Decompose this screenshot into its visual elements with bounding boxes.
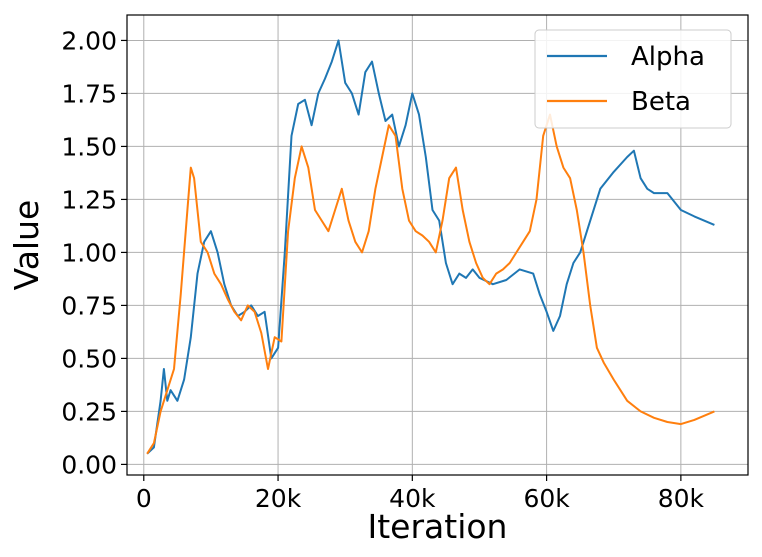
x-tick-label: 40k (389, 484, 436, 513)
y-tick-label: 1.25 (61, 185, 117, 214)
legend-box (534, 29, 732, 129)
x-axis-label: Iteration (368, 507, 508, 546)
y-tick-label: 0.25 (61, 397, 117, 426)
y-tick-label: 0.50 (61, 344, 117, 373)
legend: Alpha Beta (534, 29, 732, 129)
ticks: 0 20k 40k 60k 80k 0.00 0.25 0.50 0.75 1.00 1.25 1.5… (61, 26, 704, 513)
x-tick-label: 20k (255, 484, 302, 513)
y-tick-label: 2.00 (61, 26, 117, 55)
x-tick-label: 60k (523, 484, 570, 513)
y-tick-label: 0.75 (61, 291, 117, 320)
y-tick-label: 1.75 (61, 79, 117, 108)
series-line-alpha (146, 39, 715, 455)
y-tick-label: 1.00 (61, 238, 117, 267)
legend-label-beta: Beta (631, 87, 691, 117)
plot-frame (126, 14, 749, 476)
legend-label-alpha: Alpha (631, 42, 705, 72)
series-layer (146, 39, 715, 455)
x-tick-label: 80k (658, 484, 705, 513)
y-tick-label: 1.50 (61, 132, 117, 161)
x-tick-label: 0 (136, 484, 152, 513)
series-line-beta (146, 113, 715, 455)
y-tick-label: 0.00 (61, 450, 117, 479)
y-axis-label: Value (7, 200, 46, 291)
